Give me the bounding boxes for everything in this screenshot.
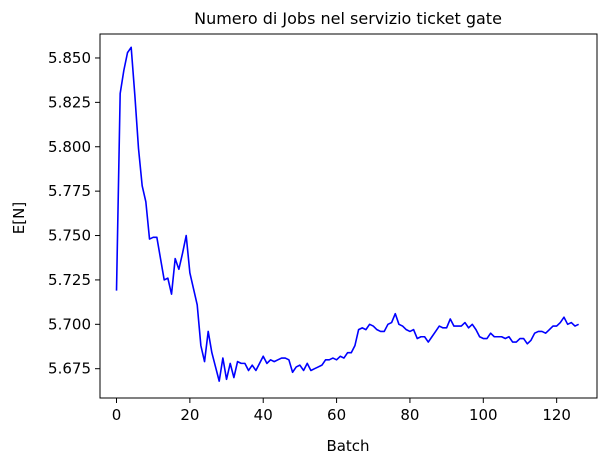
x-tick-label: 60 xyxy=(327,406,346,424)
y-tick-label: 5.775 xyxy=(48,182,91,200)
y-tick-label: 5.850 xyxy=(48,49,91,67)
y-tick-label: 5.800 xyxy=(48,138,91,156)
x-tick-label: 100 xyxy=(469,406,498,424)
y-axis: 5.675 5.700 5.725 5.750 5.775 5.800 5.825 5.850 xyxy=(48,49,100,378)
x-tick-label: 40 xyxy=(254,406,273,424)
x-tick-label: 0 xyxy=(112,406,122,424)
x-tick-label: 20 xyxy=(180,406,199,424)
y-tick-label: 5.825 xyxy=(48,93,91,111)
x-tick-label: 120 xyxy=(542,406,571,424)
x-tick-label: 80 xyxy=(400,406,419,424)
y-tick-label: 5.700 xyxy=(48,315,91,333)
x-axis: 0 20 40 60 80 100 120 xyxy=(112,398,571,424)
chart-title: Numero di Jobs nel servizio ticket gate xyxy=(194,9,502,28)
y-tick-label: 5.675 xyxy=(48,360,91,378)
y-tick-label: 5.750 xyxy=(48,227,91,245)
x-axis-label: Batch xyxy=(326,437,369,455)
plot-frame xyxy=(99,33,598,399)
series-line xyxy=(115,46,580,382)
y-tick-label: 5.725 xyxy=(48,271,91,289)
y-axis-label: E[N] xyxy=(10,202,28,234)
